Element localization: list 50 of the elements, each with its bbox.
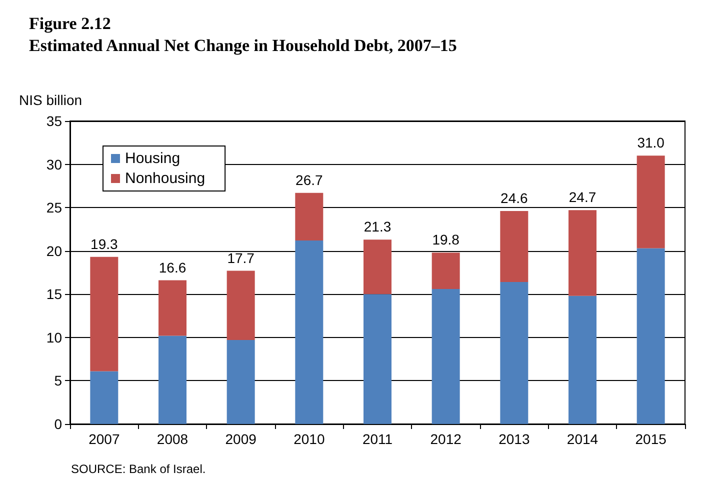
bar [90, 256, 118, 372]
total-label: 31.0 [637, 134, 665, 151]
y-tick-label: 30 [46, 156, 62, 172]
bar [500, 282, 528, 424]
x-tick-label: 2015 [635, 431, 667, 447]
bar [226, 340, 255, 424]
bar [90, 371, 118, 424]
bar [432, 288, 460, 424]
x-tick-label: 2013 [498, 431, 530, 447]
x-tick-label: 2014 [566, 431, 598, 447]
legend-label: Housing [125, 150, 180, 167]
y-axis-title: NIS billion [19, 92, 82, 108]
bar [226, 270, 255, 340]
total-label: 19.3 [90, 236, 118, 252]
bar [158, 336, 186, 424]
chart-title: Figure 2.12 [29, 14, 111, 33]
bar [295, 240, 324, 424]
total-label: 17.7 [227, 250, 255, 266]
bar [364, 294, 392, 424]
bar [364, 240, 392, 294]
x-tick-label: 2007 [88, 431, 120, 447]
x-tick-label: 2012 [430, 431, 462, 447]
x-tick-label: 2011 [362, 431, 393, 447]
total-label: 24.7 [568, 189, 596, 206]
x-tick-label: 2009 [225, 431, 257, 447]
legend-label: Nonhousing [125, 170, 206, 187]
y-tick-label: 0 [54, 416, 62, 432]
bar [158, 280, 186, 336]
bar [295, 192, 324, 240]
total-label: 26.7 [296, 172, 324, 188]
bar [636, 156, 665, 248]
total-label: 16.6 [158, 259, 186, 276]
bar [432, 252, 460, 289]
x-tick-label: 2010 [294, 431, 325, 447]
y-tick-label: 20 [46, 242, 62, 259]
x-tick-label: 2008 [156, 431, 188, 447]
bar [568, 210, 596, 296]
bar [500, 211, 528, 282]
y-tick-label: 35 [46, 113, 62, 129]
bar [636, 248, 665, 424]
total-label: 24.6 [500, 190, 528, 206]
y-tick-label: 5 [54, 372, 62, 389]
source-note: SOURCE: Bank of Israel. [71, 462, 206, 476]
bar [568, 296, 596, 424]
y-tick-label: 25 [46, 200, 62, 216]
total-label: 21.3 [364, 218, 392, 235]
chart-subtitle: Estimated Annual Net Change in Household Debt, 2007–15 [29, 36, 457, 55]
y-tick-label: 10 [46, 329, 62, 346]
y-tick-label: 15 [46, 286, 62, 302]
total-label: 19.8 [432, 232, 460, 248]
